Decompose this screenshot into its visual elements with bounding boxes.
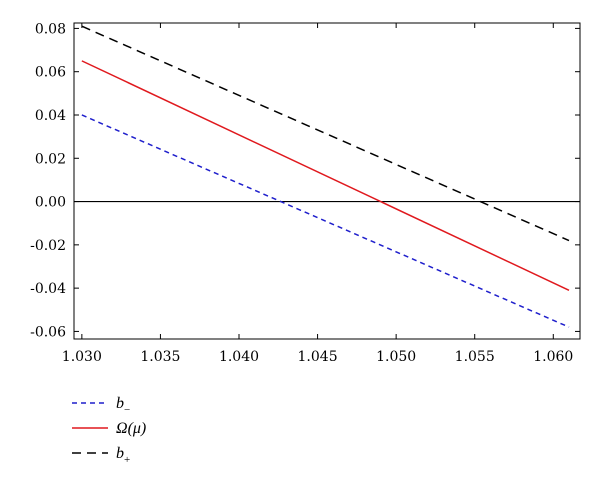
- y-tick-label: 0.00: [35, 195, 66, 211]
- x-tick-label: 1.030: [62, 349, 102, 365]
- y-tick-label: 0.06: [35, 65, 66, 81]
- y-tick-label: 0.02: [35, 151, 66, 167]
- tick-layer: 1.030 1.035 1.040 1.045 1.050 1.055 1.060 -0.06…: [30, 21, 580, 365]
- x-tick-label: 1.055: [455, 349, 495, 365]
- y-tick-label: -0.04: [30, 281, 66, 297]
- x-tick-label: 1.060: [533, 349, 573, 365]
- x-tick-label: 1.045: [298, 349, 338, 365]
- legend: b− Ω(μ) b+: [72, 395, 146, 466]
- x-tick-label: 1.040: [219, 349, 259, 365]
- x-tick-label: 1.050: [376, 349, 416, 365]
- series-layer: [74, 25, 580, 328]
- legend-label: b−: [116, 395, 130, 416]
- series-line-2: [81, 60, 570, 291]
- y-tick-label: -0.06: [30, 324, 66, 340]
- y-tick-label: -0.02: [30, 238, 66, 254]
- legend-label: Ω(μ): [116, 420, 146, 437]
- x-tick-label: 1.035: [140, 349, 180, 365]
- series-line-1: [81, 114, 570, 328]
- legend-label: b+: [116, 445, 130, 466]
- y-tick-label: 0.04: [35, 108, 66, 124]
- plot-frame: [73, 22, 581, 340]
- y-tick-label: 0.08: [35, 21, 66, 37]
- series-line-3: [81, 25, 570, 242]
